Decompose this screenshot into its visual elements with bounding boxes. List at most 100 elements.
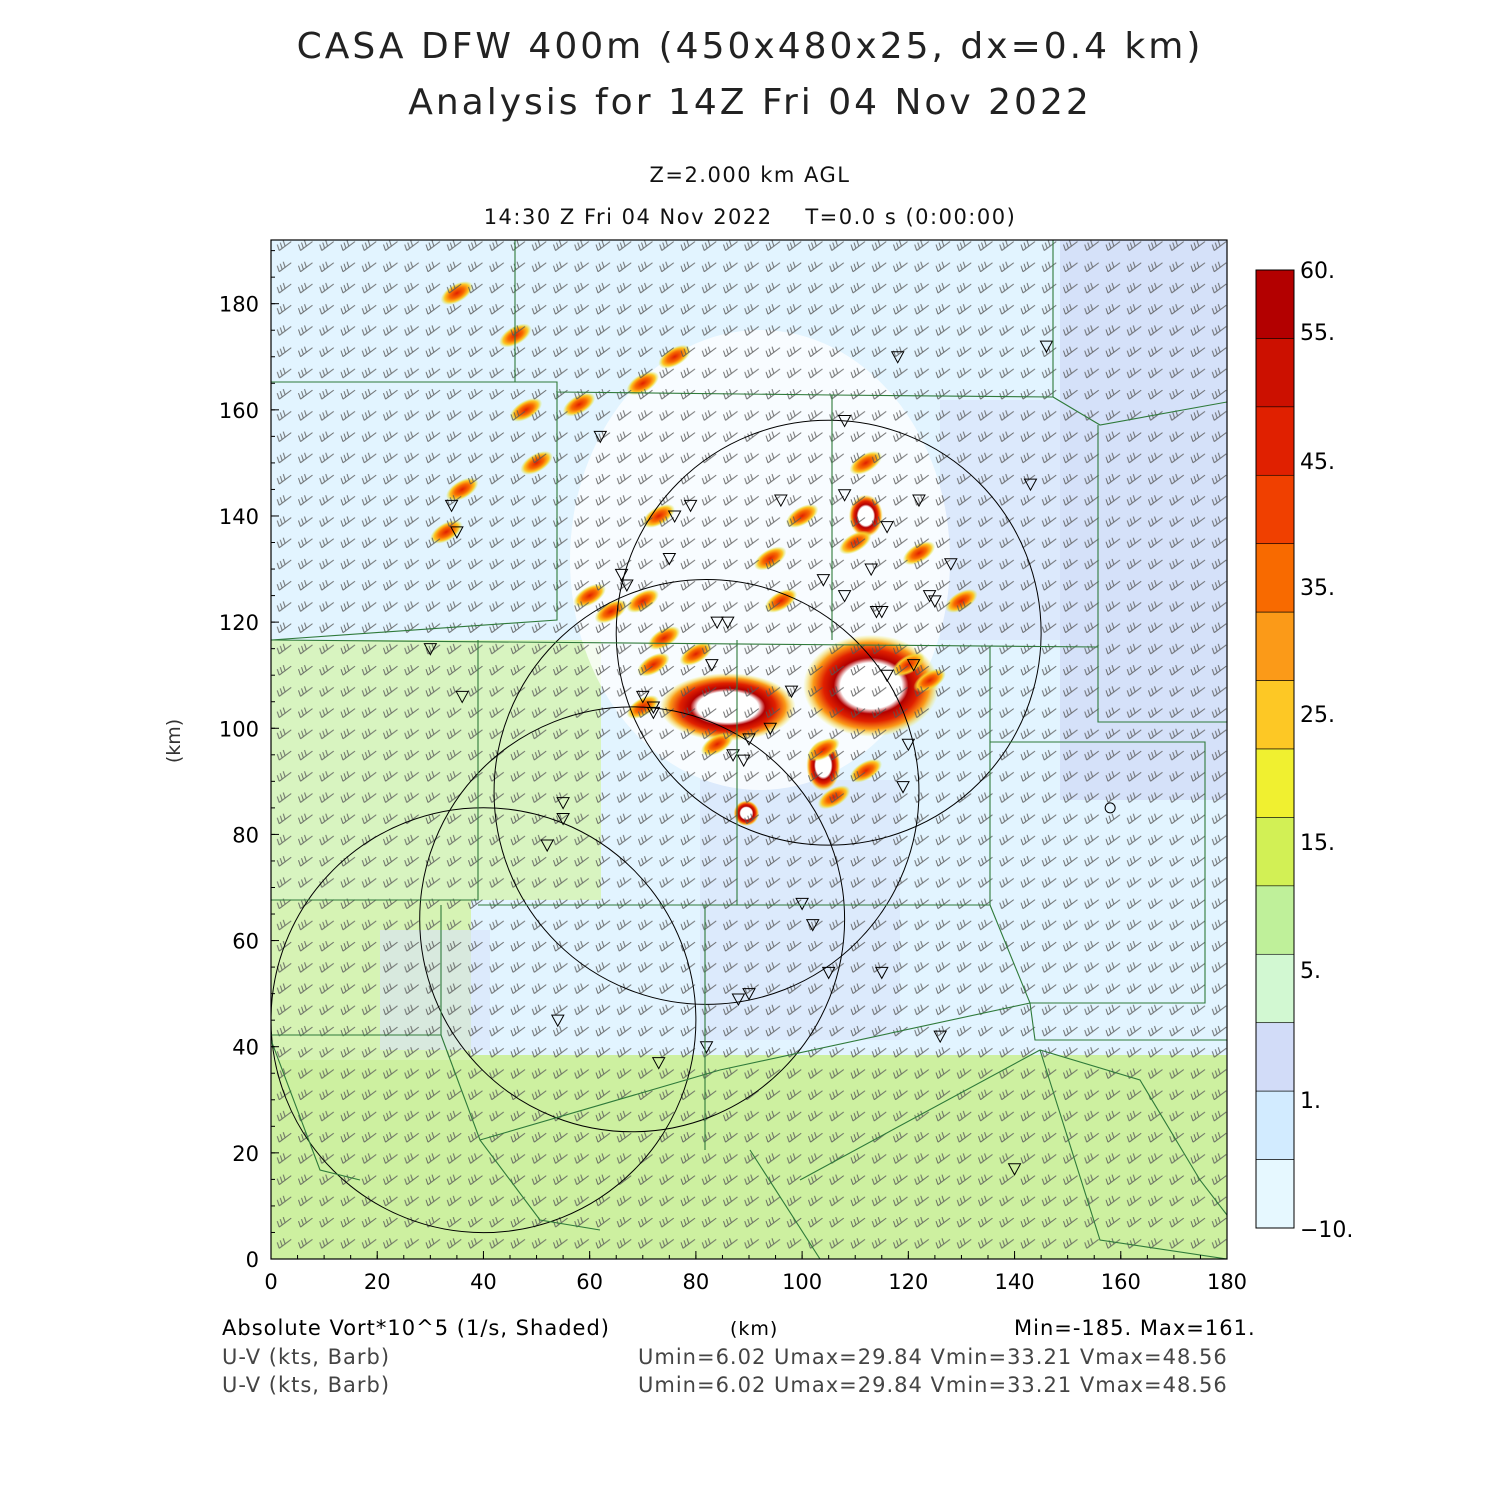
colorbar-swatch	[1255, 953, 1295, 1024]
y-tick-label: 40	[232, 1036, 259, 1060]
station-triangle	[593, 430, 608, 444]
barb-label-1: U-V (kts, Barb)	[222, 1345, 391, 1369]
y-tick-label: 0	[246, 1248, 259, 1272]
barb-label-2: U-V (kts, Barb)	[222, 1373, 391, 1397]
colorbar-swatch	[1255, 269, 1295, 339]
colorbar-label: 1.	[1300, 1089, 1321, 1114]
station-triangle	[805, 919, 820, 932]
station-triangle	[651, 1057, 666, 1070]
station-triangle	[667, 510, 682, 524]
station-triangle	[736, 754, 751, 768]
x-tick-label: 80	[683, 1270, 710, 1294]
station-triangle	[912, 494, 926, 508]
colorbar-label: 55.	[1300, 321, 1335, 346]
x-axis-label: (km)	[730, 1318, 779, 1340]
station-triangle	[774, 494, 788, 508]
x-tick-label: 160	[1101, 1270, 1141, 1294]
y-tick-label: 180	[219, 293, 259, 317]
x-tick-label: 40	[470, 1270, 497, 1294]
title-line-1: CASA DFW 400m (450x480x25, dx=0.4 km)	[296, 26, 1204, 67]
x-tick-label: 100	[782, 1270, 822, 1294]
station-triangle	[837, 414, 852, 428]
radar-ring-2	[419, 706, 846, 1133]
colorbar-swatch	[1255, 1022, 1295, 1092]
station-triangle	[710, 616, 724, 630]
station-triangle	[444, 499, 459, 513]
vorticity-field	[271, 240, 1227, 1259]
y-axis: 0 20 40 60 80 100 120 140 160 180	[219, 250, 279, 1272]
station-triangle	[837, 489, 852, 502]
station-markers	[423, 340, 1054, 1176]
y-tick-label: 100	[219, 717, 259, 741]
colorbar-label: 45.	[1300, 450, 1335, 475]
station-triangle	[864, 563, 878, 577]
station-triangle	[742, 988, 756, 1001]
station-triangle	[726, 749, 740, 762]
y-tick-label: 160	[219, 399, 259, 423]
station-triangle	[901, 738, 916, 752]
y-axis-label: (km)	[163, 718, 186, 764]
radar-ring-3	[271, 807, 697, 1234]
station-triangle	[880, 521, 894, 534]
colorbar-label: 15.	[1300, 831, 1335, 856]
y-tick-label: 140	[219, 505, 259, 529]
shaded-field-label: Absolute Vort*10^5 (1/s, Shaded)	[222, 1316, 610, 1340]
colorbar-swatch	[1255, 611, 1295, 681]
level-label: Z=2.000 km AGL	[649, 163, 851, 187]
colorbar-label: 35.	[1300, 576, 1335, 601]
y-tick-label: 80	[232, 823, 259, 847]
colorbar-label: 60.	[1300, 259, 1335, 284]
radar-ring-0	[615, 419, 1042, 846]
colorbar-label: −10.	[1300, 1218, 1353, 1243]
station-triangle	[795, 897, 809, 911]
station-triangle	[763, 722, 778, 736]
colorbar-label: 5.	[1300, 959, 1321, 984]
station-triangle	[880, 669, 894, 683]
station-triangle	[699, 1041, 714, 1054]
radar-ring-1	[493, 579, 920, 1005]
station-triangle	[646, 706, 661, 720]
y-tick-label: 20	[232, 1142, 259, 1166]
valid-time-label: 14:30 Z Fri 04 Nov 2022 T=0.0 s (0:00:00…	[483, 205, 1017, 229]
colorbar-swatch	[1255, 748, 1295, 818]
station-triangle	[896, 781, 910, 794]
station-triangle	[620, 579, 634, 593]
colorbar-swatch	[1255, 474, 1295, 545]
station-triangle	[837, 590, 852, 603]
colorbar-swatch	[1255, 885, 1295, 955]
station-triangle	[890, 351, 905, 364]
colorbar-swatch	[1255, 680, 1295, 750]
y-tick-label: 120	[219, 611, 259, 635]
station-triangle	[540, 839, 555, 853]
colorbar-swatch	[1255, 1090, 1295, 1160]
station-triangle	[423, 643, 438, 656]
station-triangle	[731, 993, 746, 1006]
x-tick-label: 140	[995, 1270, 1035, 1294]
x-axis: 0 20 40 60 80 100 120 140 160 180	[264, 1251, 1247, 1294]
x-tick-label: 20	[364, 1270, 391, 1294]
x-tick-label: 180	[1207, 1270, 1247, 1294]
station-triangle	[704, 659, 719, 672]
station-triangle	[450, 526, 464, 539]
x-tick-label: 60	[576, 1270, 603, 1294]
station-triangle	[635, 690, 650, 704]
barb-stats-1: Umin=6.02 Umax=29.84 Vmin=33.21 Vmax=48.…	[638, 1345, 1228, 1369]
station-triangle	[874, 966, 889, 980]
station-triangle	[455, 690, 470, 704]
station-triangle	[933, 1030, 948, 1044]
colorbar-swatch	[1255, 1159, 1295, 1229]
colorbar-swatch	[1255, 543, 1295, 613]
colorbar-swatch	[1255, 338, 1295, 408]
station-triangle	[928, 595, 942, 608]
colorbar-swatch	[1255, 406, 1295, 476]
station-triangle	[556, 812, 570, 826]
barb-stats-2: Umin=6.02 Umax=29.84 Vmin=33.21 Vmax=48.…	[638, 1373, 1228, 1397]
colorbar: 60. 55. 45. 35. 25. 15. 5. 1. −10.	[1255, 259, 1353, 1243]
station-triangle	[683, 499, 698, 513]
site-circle-marker	[1104, 802, 1116, 814]
station-triangle	[1023, 478, 1038, 492]
station-triangle	[943, 558, 958, 571]
county-boundaries	[271, 240, 1227, 1259]
radar-range-rings	[271, 419, 1042, 1234]
station-triangle	[550, 1014, 565, 1028]
